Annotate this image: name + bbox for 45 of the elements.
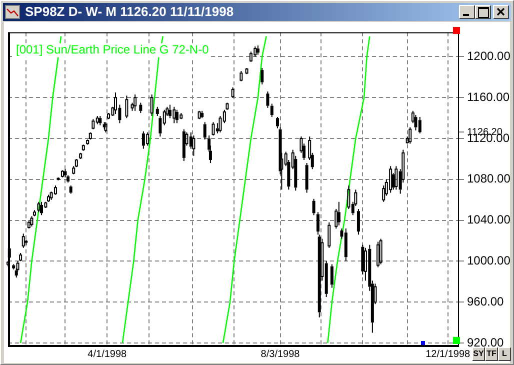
candlestick [337,201,340,226]
candlestick [276,116,279,129]
y-tick-label: 1000.00 [467,253,511,268]
candlestick [142,130,145,150]
candlestick [98,116,102,126]
candlestick [168,104,172,119]
candlestick [305,162,308,194]
candlestick [203,122,206,140]
candlestick [266,90,270,108]
candlestick [175,109,178,124]
y-tick-label: 1160.00 [467,90,510,104]
chart-title: SP98Z D- W- M 1126.20 11/11/1998 [25,4,234,19]
candlestick [316,212,320,236]
y-tick-label: 1080.00 [467,172,511,186]
text: [001] Sun/Earth Price Line G 72-N-0 [16,42,210,57]
candlestick [356,208,360,236]
candlestick [344,228,348,262]
x-tick-label: 12/1/1998 [426,348,471,360]
candlestick [256,44,260,56]
candlestick [330,264,334,288]
candlestick [182,128,186,162]
y-tick-label: 1040.00 [467,212,511,227]
text: TF [485,347,498,361]
y-tick-label: 960.00 [467,294,504,308]
candlestick [414,114,418,131]
candlestick [12,264,16,270]
x-tick-label: 4/1/1998 [88,348,128,360]
candlestick [40,201,44,216]
text: L [498,347,511,361]
candlestick [260,67,264,85]
candlestick [192,134,196,156]
candlestick [312,198,316,216]
candlestick [139,102,142,114]
candlestick [69,185,72,194]
candlestick [270,103,274,118]
y-tick-label: 1200.00 [467,49,511,64]
y-tick-label: 920.00 [467,335,504,350]
candlestick [158,116,162,137]
candlestick [418,116,422,134]
candlestick [64,168,67,178]
candlestick [156,106,159,117]
candlestick [24,239,28,246]
x-tick-label: 8/3/1998 [260,348,300,360]
candlestick [200,110,204,119]
text: SY [472,347,485,361]
